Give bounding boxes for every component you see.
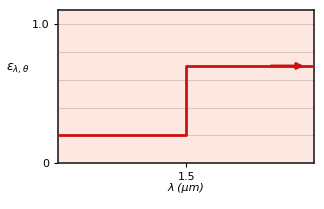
X-axis label: λ (μm): λ (μm)	[168, 184, 205, 194]
Y-axis label: $\varepsilon_{\lambda,\theta}$: $\varepsilon_{\lambda,\theta}$	[6, 61, 29, 76]
